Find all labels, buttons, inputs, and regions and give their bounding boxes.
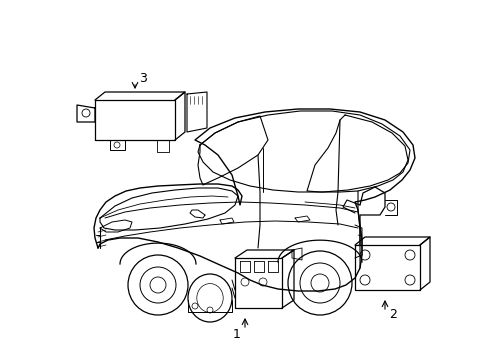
Text: 3: 3 bbox=[139, 72, 146, 85]
Text: 1: 1 bbox=[233, 328, 241, 342]
Text: 2: 2 bbox=[388, 309, 396, 321]
